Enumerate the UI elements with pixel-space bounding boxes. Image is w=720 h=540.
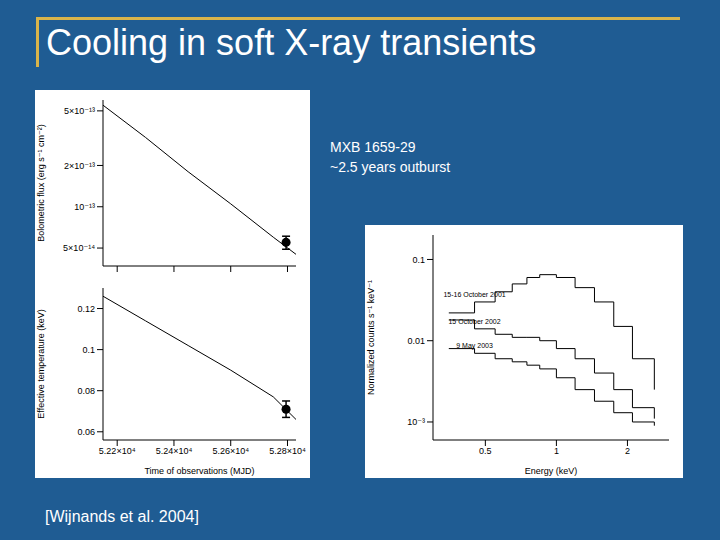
svg-text:10⁻¹³: 10⁻¹³: [74, 202, 95, 212]
svg-text:5.26×10⁴: 5.26×10⁴: [212, 446, 249, 456]
svg-text:Normalized counts s⁻¹ keV⁻¹: Normalized counts s⁻¹ keV⁻¹: [366, 280, 376, 395]
svg-text:5.28×10⁴: 5.28×10⁴: [269, 446, 306, 456]
svg-text:2: 2: [625, 446, 630, 456]
html-text:~2.5 years outburst: ~2.5 years outburst: [330, 159, 451, 175]
svg-text:9 May 2003: 9 May 2003: [456, 342, 493, 350]
svg-text:15 October 2002: 15 October 2002: [448, 318, 500, 325]
svg-text:5.24×10⁴: 5.24×10⁴: [156, 446, 193, 456]
svg-text:0.5: 0.5: [479, 446, 492, 456]
svg-text:0.01: 0.01: [407, 336, 425, 346]
svg-text:0.12: 0.12: [77, 304, 95, 314]
svg-text:0.1: 0.1: [412, 255, 425, 265]
html-text:MXB 1659-29: MXB 1659-29: [330, 139, 416, 155]
html-text:Cooling in soft X-ray transien: Cooling in soft X-ray transients: [46, 22, 537, 63]
svg-text:1: 1: [554, 446, 559, 456]
svg-text:Bolometric flux (erg s⁻¹ cm⁻²): Bolometric flux (erg s⁻¹ cm⁻²): [36, 124, 46, 242]
svg-text:0.08: 0.08: [77, 386, 95, 396]
svg-text:0.1: 0.1: [82, 345, 95, 355]
svg-text:Effective temperature (keV): Effective temperature (keV): [36, 309, 46, 418]
svg-text:10⁻³: 10⁻³: [407, 417, 425, 427]
svg-text:5.22×10⁴: 5.22×10⁴: [99, 446, 136, 456]
svg-text:Energy (keV): Energy (keV): [525, 466, 578, 476]
svg-text:15-16 October 2001: 15-16 October 2001: [443, 291, 505, 298]
svg-text:5×10⁻¹⁴: 5×10⁻¹⁴: [63, 243, 95, 253]
svg-text:Time of observations (MJD): Time of observations (MJD): [144, 466, 254, 476]
svg-text:0.06: 0.06: [77, 427, 95, 437]
svg-text:2×10⁻¹³: 2×10⁻¹³: [64, 161, 95, 171]
html-text:[Wijnands et al. 2004]: [Wijnands et al. 2004]: [45, 508, 199, 525]
svg-text:5×10⁻¹³: 5×10⁻¹³: [64, 106, 95, 116]
